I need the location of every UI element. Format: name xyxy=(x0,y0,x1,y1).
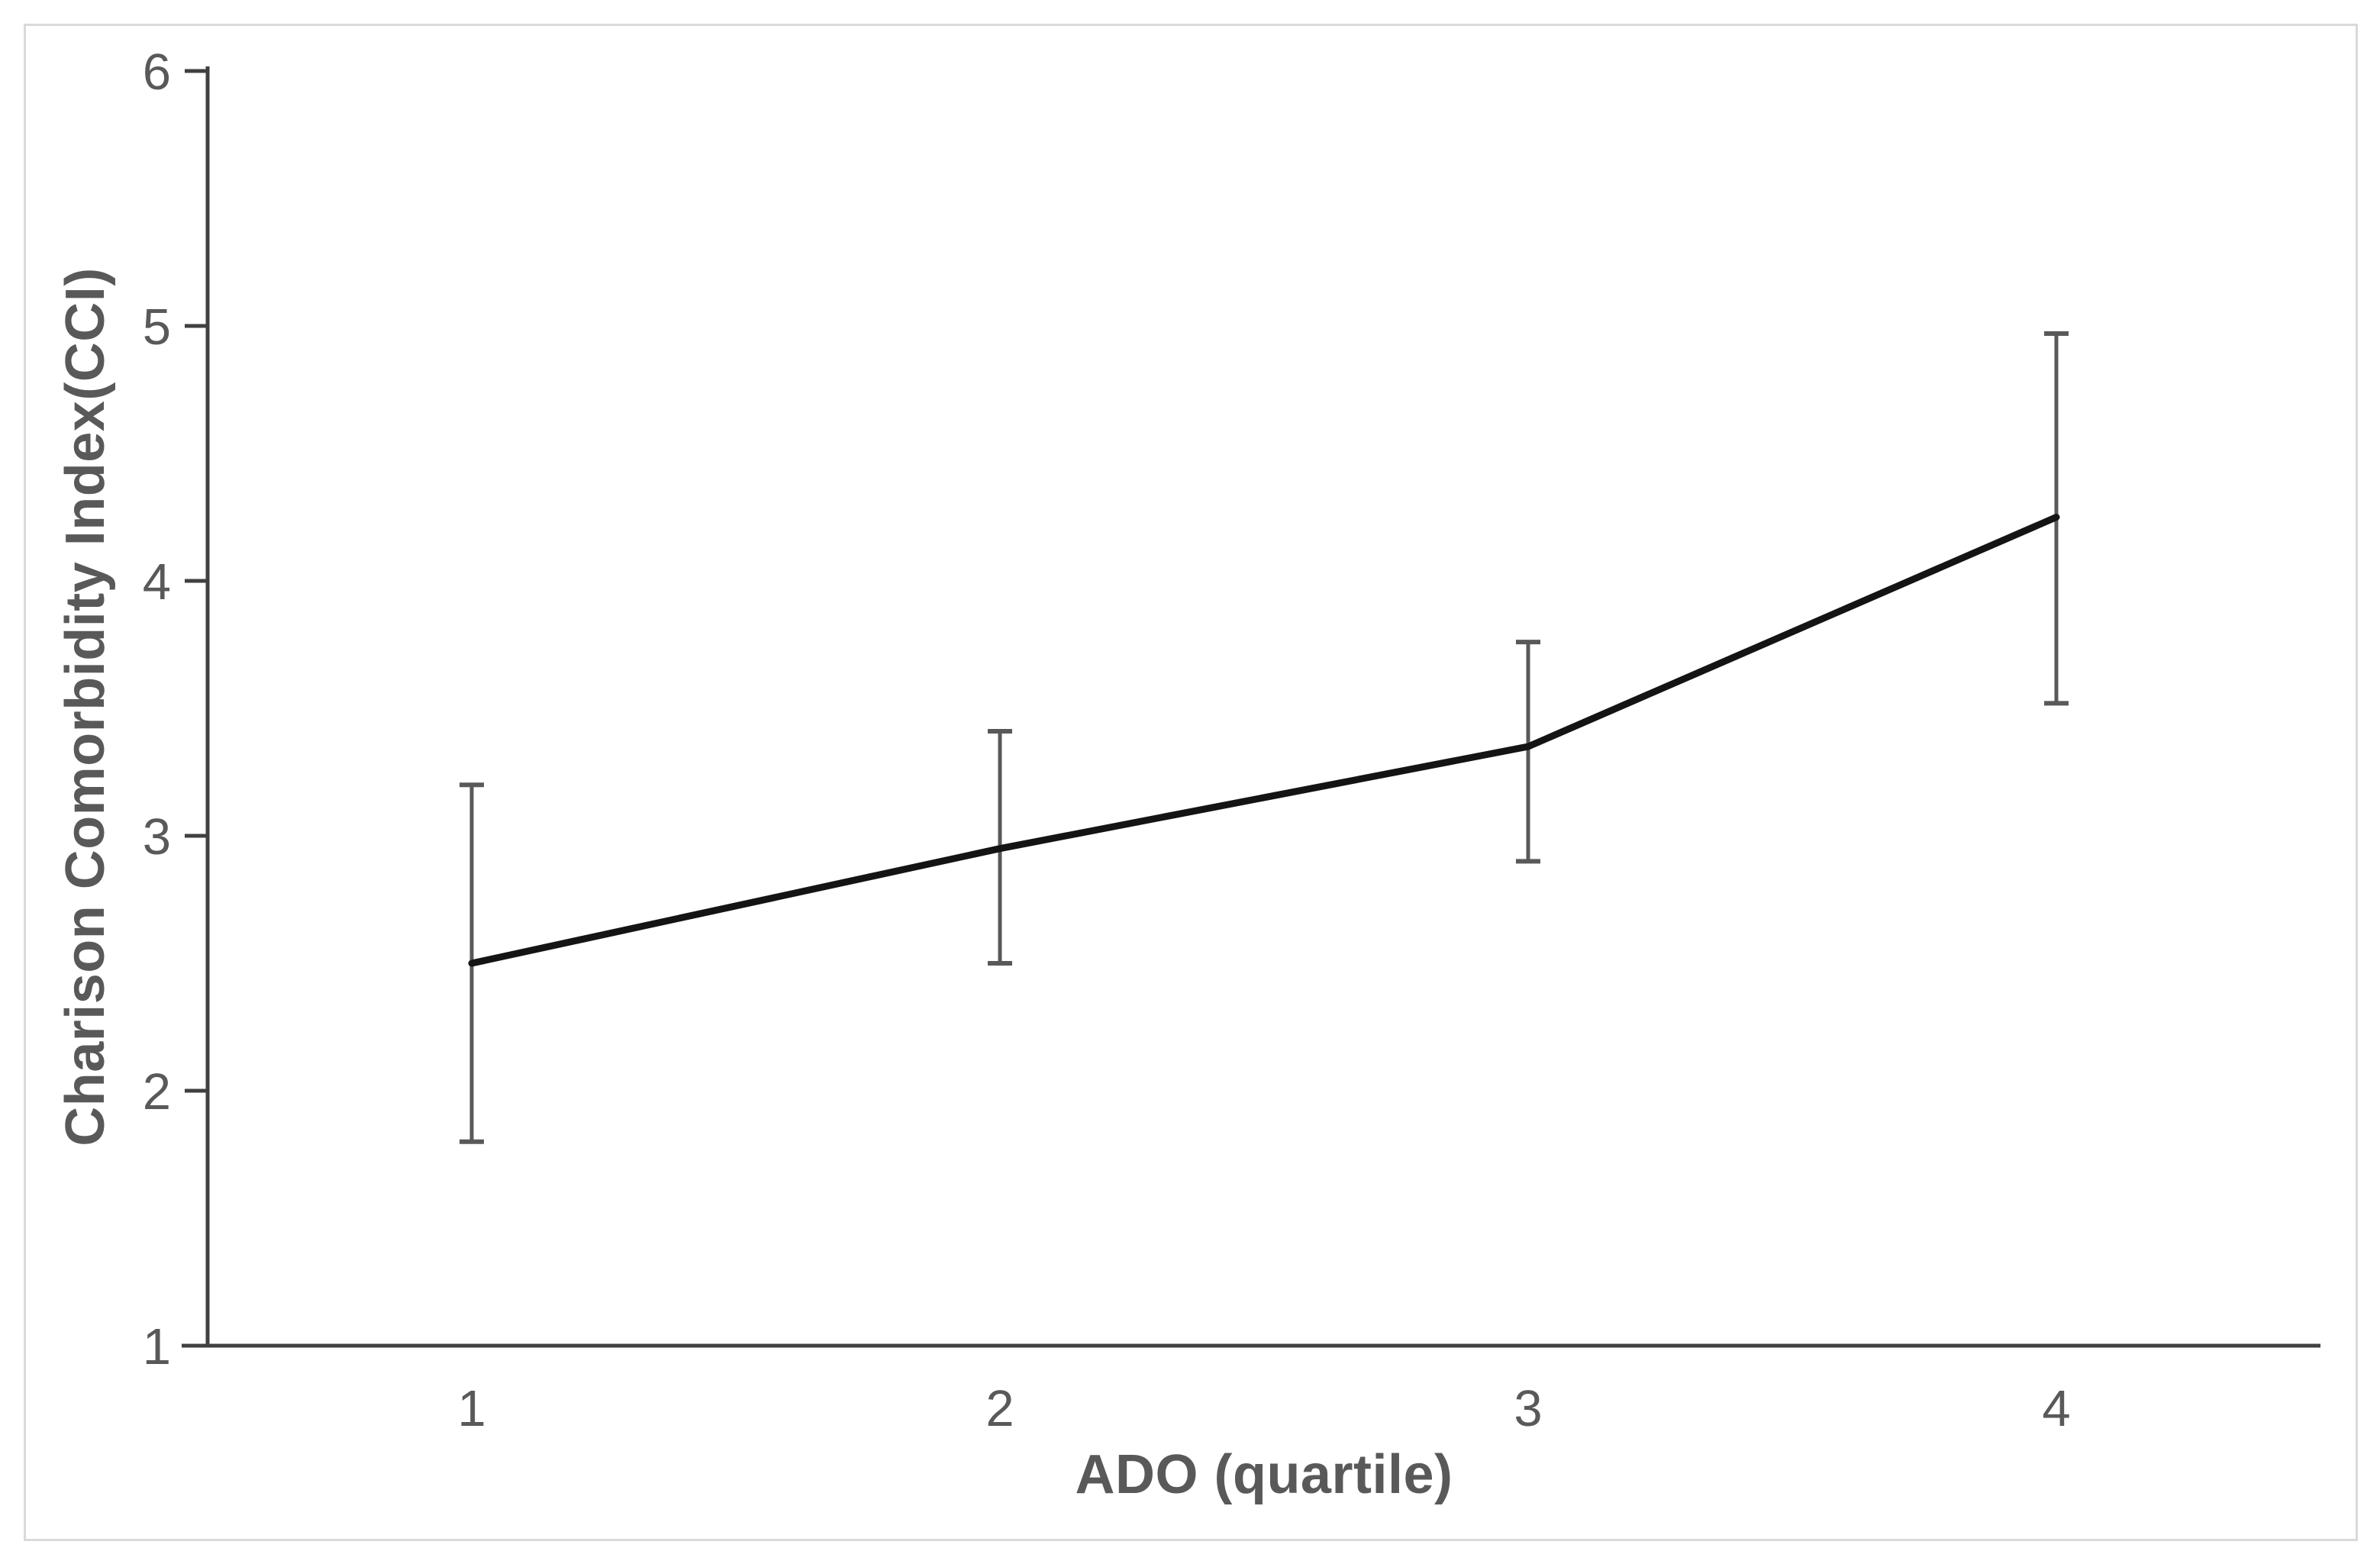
y-tick-label: 2 xyxy=(143,1063,171,1121)
y-tick-label: 5 xyxy=(143,298,171,356)
y-tick-label: 6 xyxy=(143,44,171,101)
x-tick-label: 3 xyxy=(1514,1380,1542,1437)
x-tick-label: 4 xyxy=(2042,1380,2070,1437)
y-tick-label: 4 xyxy=(143,553,171,611)
x-tick-label: 2 xyxy=(985,1380,1014,1437)
series-line xyxy=(468,514,2060,967)
y-tick-label: 3 xyxy=(143,808,171,866)
y-tick-label: 1 xyxy=(143,1318,171,1375)
x-axis-title: ADO (quartile) xyxy=(1075,1444,1453,1505)
x-tick-label: 1 xyxy=(457,1380,485,1437)
y-axis-title: Charison Comorbidity Index(CCI) xyxy=(55,267,116,1146)
